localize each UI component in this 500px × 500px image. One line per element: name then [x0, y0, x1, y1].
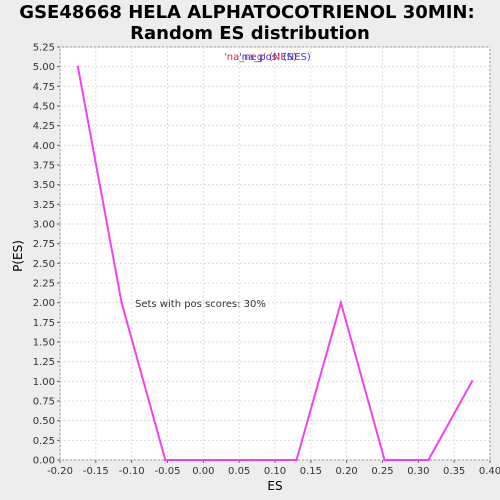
y-tick-label: 2.75: [33, 239, 55, 250]
y-tick-label: 2.00: [33, 298, 55, 309]
data-point: [251, 458, 254, 462]
x-tick-label: 0.40: [479, 466, 500, 477]
y-tick-label: 4.25: [33, 121, 55, 132]
x-tick-label: 0.10: [264, 466, 286, 477]
y-tick-label: 3.25: [33, 200, 55, 211]
x-tick-label: -0.20: [47, 466, 73, 477]
y-tick-label: 0.50: [33, 416, 55, 427]
y-tick-label: 5.25: [33, 43, 55, 54]
y-tick-label: 3.75: [33, 161, 55, 172]
legend-neg-label: 'na_neg' (NES): [224, 52, 297, 63]
pos-score-annotation: Sets with pos scores: 30%: [135, 299, 266, 310]
y-tick-label: 4.50: [33, 102, 55, 113]
x-tick-label: 0.15: [300, 466, 322, 477]
data-point: [295, 458, 298, 462]
series-line: [76, 66, 473, 461]
x-axis: -0.20 -0.15 -0.10 -0.05 0.00 0.05 0.10 0.15 0.20…: [47, 460, 500, 477]
y-tick-label: 0.75: [33, 397, 55, 408]
chart-title-line-2: Random ES distribution: [130, 23, 370, 44]
x-tick-label: 0.35: [443, 466, 465, 477]
x-tick-label: 0.20: [336, 466, 358, 477]
x-tick-label: -0.05: [155, 466, 181, 477]
x-tick-label: 0.30: [407, 466, 429, 477]
x-axis-label: ES: [267, 479, 282, 493]
y-tick-label: 0.25: [33, 436, 55, 447]
data-point: [470, 380, 474, 383]
data-point: [427, 458, 430, 462]
data-point: [383, 458, 386, 462]
y-tick-label: 4.00: [33, 141, 55, 152]
y-axis: 0.00 0.25 0.50 0.75 1.00 1.25 1.50 1.75 2.00 2.25…: [33, 43, 60, 467]
grid: [59, 46, 491, 461]
y-tick-label: 3.50: [33, 180, 55, 191]
y-tick-label: 1.50: [33, 338, 55, 349]
y-tick-label: 1.75: [33, 318, 55, 329]
y-tick-label: 1.00: [33, 377, 55, 388]
data-point: [120, 301, 123, 304]
x-tick-label: 0.25: [371, 466, 393, 477]
x-tick-label: 0.00: [192, 466, 214, 477]
y-axis-label: P(ES): [11, 240, 25, 272]
y-tick-label: 2.25: [33, 279, 55, 290]
chart-title-line-1: GSE48668 HELA ALPHATOCOTRIENOL 30MIN:: [19, 2, 474, 23]
series-layer: [76, 65, 474, 462]
x-tick-label: 0.05: [228, 466, 250, 477]
y-tick-label: 2.50: [33, 259, 55, 270]
y-tick-label: 5.00: [33, 62, 55, 73]
y-tick-label: 3.00: [33, 220, 55, 231]
data-point: [207, 458, 211, 462]
y-tick-label: 4.75: [33, 82, 55, 93]
legend-pos-label: 'na_pos' (NES): [239, 52, 311, 63]
data-point: [76, 65, 80, 68]
data-point: [164, 458, 167, 462]
data-point: [339, 301, 343, 304]
x-tick-label: -0.10: [119, 466, 145, 477]
x-tick-label: -0.15: [83, 466, 109, 477]
y-tick-label: 1.25: [33, 357, 55, 368]
y-tick-label: 0.00: [33, 456, 55, 467]
